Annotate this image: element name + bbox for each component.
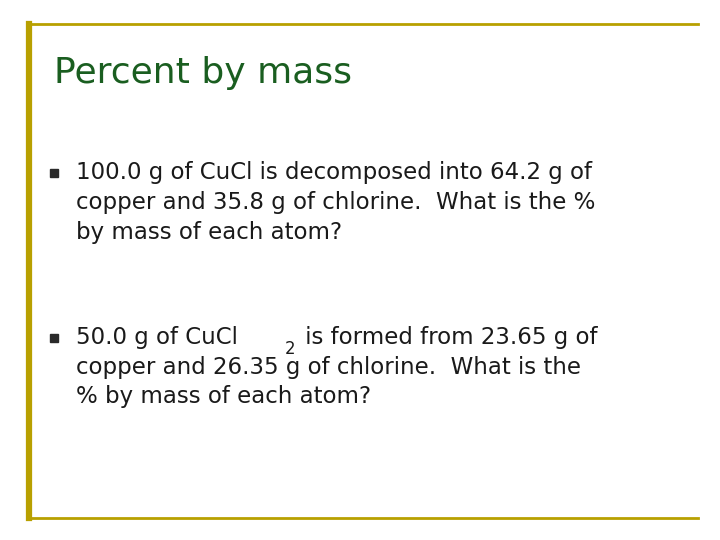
Text: Percent by mass: Percent by mass [54,56,352,90]
Text: 2: 2 [284,340,295,359]
Text: 50.0 g of CuCl: 50.0 g of CuCl [76,326,238,349]
Text: copper and 35.8 g of chlorine.  What is the %: copper and 35.8 g of chlorine. What is t… [76,191,595,214]
Text: copper and 26.35 g of chlorine.  What is the: copper and 26.35 g of chlorine. What is … [76,356,580,379]
Text: 100.0 g of CuCl is decomposed into 64.2 g of: 100.0 g of CuCl is decomposed into 64.2 … [76,161,592,184]
Text: % by mass of each atom?: % by mass of each atom? [76,386,371,408]
Text: by mass of each atom?: by mass of each atom? [76,221,342,244]
Text: is formed from 23.65 g of: is formed from 23.65 g of [298,326,598,349]
